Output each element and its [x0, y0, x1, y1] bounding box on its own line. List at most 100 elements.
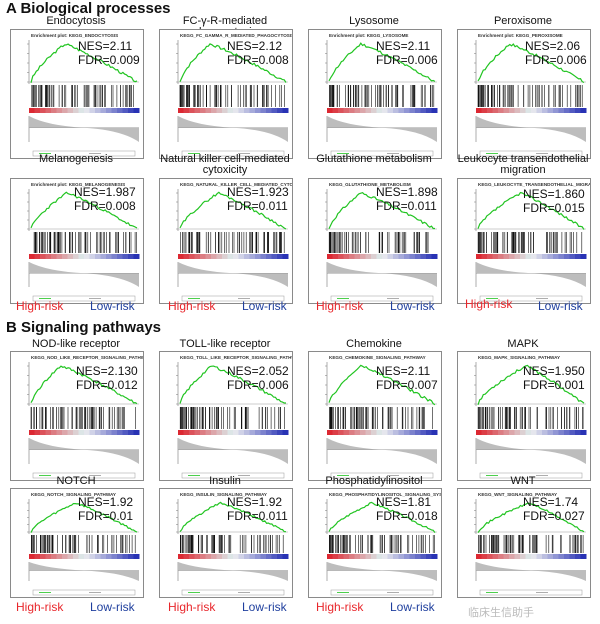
ranked-metric-area — [178, 116, 288, 142]
rank-gradient-segment — [558, 254, 565, 259]
rank-gradient-segment — [338, 254, 344, 259]
rank-gradient-segment — [520, 554, 526, 559]
rank-gradient-segment — [580, 254, 587, 259]
enrichment-score-line — [30, 503, 138, 533]
rank-gradient-segment — [404, 254, 410, 259]
fdr-value: FDR=0.011 — [227, 199, 288, 213]
panel-title: Endocytosis — [46, 15, 106, 27]
ranked-metric-area — [178, 262, 288, 287]
rank-gradient-segment — [509, 554, 515, 559]
rank-gradient-segment — [211, 254, 217, 259]
rank-gradient-segment — [343, 254, 350, 259]
rank-gradient-segment — [498, 108, 504, 113]
rank-gradient-segment — [73, 108, 79, 113]
rank-gradient-segment — [503, 554, 510, 559]
rank-gradient-segment — [205, 430, 212, 435]
rank-gradient-segment — [78, 108, 85, 113]
section-b-title: B Signaling pathways — [6, 319, 162, 336]
rank-gradient-segment — [553, 254, 559, 259]
rank-gradient-segment — [205, 254, 212, 259]
rank-gradient-segment — [360, 430, 366, 435]
nes-value: NES=1.860 — [523, 187, 585, 201]
enrichment-score-line — [477, 43, 585, 84]
rank-gradient-segment — [487, 430, 493, 435]
enrichment-score-line — [328, 42, 436, 82]
rank-gradient-segment — [45, 254, 52, 259]
rank-gradient-segment — [205, 554, 212, 559]
enrichment-score-line — [477, 502, 585, 533]
gsea-plot-svg: KEGG_CHEMOKINE_SIGNALING_PATHWAY — [325, 355, 438, 479]
plot-legend-box — [181, 472, 285, 479]
legend-high-risk: High-risk — [168, 600, 216, 614]
rank-gradient-segment — [387, 554, 394, 559]
rank-gradient-segment — [62, 554, 68, 559]
rank-gradient-segment — [67, 108, 74, 113]
rank-gradient-segment — [542, 254, 548, 259]
rank-gradient-segment — [514, 430, 521, 435]
rank-gradient-segment — [569, 254, 576, 259]
rank-gradient-segment — [327, 430, 333, 435]
rank-gradient-segment — [409, 108, 416, 113]
enrichment-plot: Enrichment plot: KEGG_LYSOSOME — [308, 29, 442, 159]
rank-gradient-segment — [277, 108, 283, 113]
rank-gradient-segment — [343, 554, 350, 559]
rank-gradient-segment — [29, 254, 35, 259]
rank-gradient-segment — [34, 108, 41, 113]
rank-gradient-segment — [189, 108, 195, 113]
legend-low-risk: Low-risk — [90, 299, 135, 313]
rank-gradient-segment — [100, 554, 107, 559]
rank-gradient-segment — [481, 554, 488, 559]
gsea-plot-svg: KEGG_WNT_SIGNALING_PATHWAY — [474, 492, 587, 596]
rank-gradient-segment — [216, 554, 223, 559]
rank-gradient-segment — [476, 108, 482, 113]
enrichment-score-line — [30, 365, 138, 405]
rank-gradient-segment — [398, 254, 405, 259]
gsea-plot-svg: KEGG_FC_GAMMA_R_MEDIATED_PHAGOCYTOSIS — [176, 33, 292, 157]
rank-gradient-segment — [183, 108, 190, 113]
rank-gradient-segment — [216, 254, 223, 259]
plot-subtitle: Enrichment plot: KEGG_LYSOSOME — [329, 33, 408, 38]
rank-gradient-segment — [525, 254, 532, 259]
legend-high-risk: High-risk — [316, 299, 364, 313]
rank-gradient-segment — [216, 430, 223, 435]
rank-gradient-segment — [376, 254, 383, 259]
fdr-value: FDR=0.008 — [227, 53, 289, 67]
plot-subtitle: KEGG_PHOSPHATIDYLINOSITOL_SIGNALING_SYST… — [329, 492, 441, 497]
rank-gradient-segment — [487, 108, 493, 113]
rank-gradient-segment — [89, 430, 96, 435]
rank-gradient-segment — [338, 430, 344, 435]
panel-title: Phosphatidylinositol — [325, 475, 423, 487]
rank-gradient-segment — [178, 108, 184, 113]
rank-gradient-segment — [189, 254, 195, 259]
plot-subtitle: KEGG_INSULIN_SIGNALING_PATHWAY — [180, 492, 267, 497]
rank-gradient-segment — [238, 108, 245, 113]
ranked-metric-area — [29, 262, 139, 287]
rank-gradient-segment — [547, 430, 554, 435]
rank-gradient-segment — [404, 430, 410, 435]
rank-gradient-segment — [211, 108, 217, 113]
plot-legend-box — [32, 295, 136, 302]
rank-gradient-segment — [56, 430, 63, 435]
rank-gradient-segment — [426, 430, 432, 435]
rank-gradient-segment — [117, 554, 123, 559]
rank-gradient-segment — [349, 108, 355, 113]
rank-gradient-segment — [332, 430, 339, 435]
section-a-title: A Biological processes — [6, 0, 171, 17]
rank-gradient-segment — [133, 554, 140, 559]
rank-gradient-segment — [194, 430, 201, 435]
rank-gradient-segment — [84, 430, 90, 435]
rank-gradient-segment — [382, 254, 388, 259]
rank-gradient-segment — [415, 254, 421, 259]
plot-legend-box — [330, 150, 434, 157]
panel-title: Natural killer cell-mediated cytoxicity — [160, 153, 290, 176]
rank-gradient-segment — [189, 430, 195, 435]
rank-gradient-segment — [580, 554, 587, 559]
nes-value: NES=1.81 — [376, 495, 432, 509]
rank-gradient-segment — [431, 108, 438, 113]
rank-gradient-segment — [117, 254, 123, 259]
rank-gradient-segment — [349, 254, 355, 259]
rank-gradient-segment — [327, 254, 333, 259]
gsea-plot-svg: KEGG_TOLL_LIKE_RECEPTOR_SIGNALING_PATHWA… — [176, 355, 292, 479]
rank-gradient-segment — [431, 554, 438, 559]
rank-gradient-segment — [514, 254, 521, 259]
